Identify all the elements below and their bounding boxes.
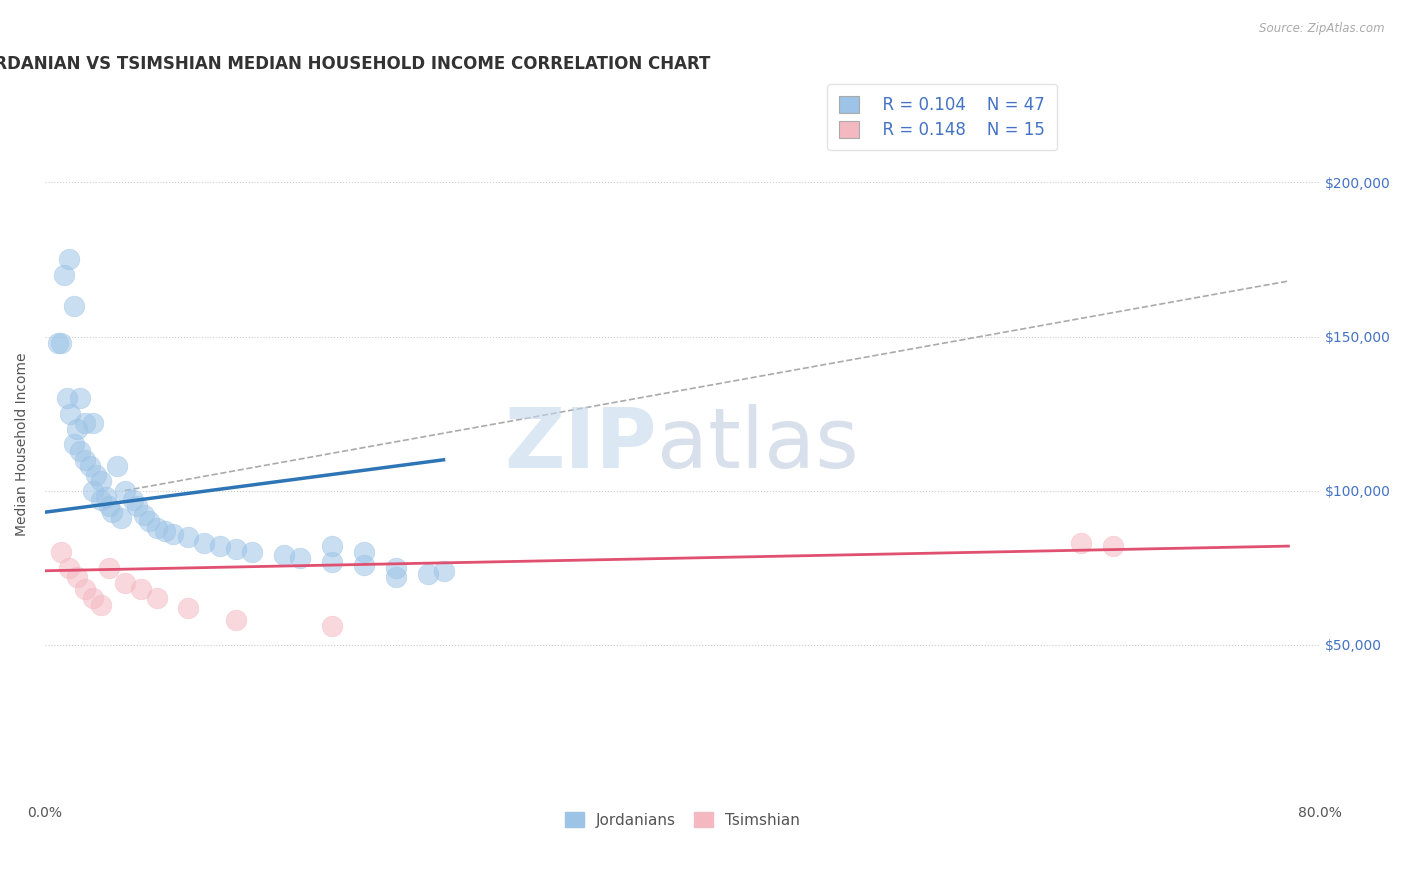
Point [49, 335, 72, 350]
Point [73, 582, 96, 597]
Point [110, 511, 132, 525]
Point [288, 551, 311, 566]
Point [121, 492, 143, 507]
Text: ZIP: ZIP [505, 404, 657, 485]
Point [138, 515, 160, 529]
Point [225, 542, 247, 557]
Point [62, 437, 84, 451]
Point [1102, 539, 1125, 553]
Point [177, 600, 200, 615]
Point [56, 391, 79, 405]
Point [177, 530, 200, 544]
Point [384, 560, 406, 574]
Point [49, 545, 72, 559]
Point [66, 422, 89, 436]
Point [353, 545, 375, 559]
Point [82, 483, 104, 498]
Point [105, 458, 128, 473]
Point [209, 539, 232, 553]
Point [97, 560, 120, 574]
Point [46, 335, 69, 350]
Point [145, 520, 167, 534]
Point [73, 452, 96, 467]
Text: atlas: atlas [657, 404, 859, 485]
Point [73, 416, 96, 430]
Point [193, 536, 215, 550]
Point [321, 555, 343, 569]
Point [84, 468, 107, 483]
Point [101, 505, 124, 519]
Point [353, 558, 375, 572]
Point [79, 458, 101, 473]
Point [416, 566, 439, 581]
Legend: Jordanians, Tsimshian: Jordanians, Tsimshian [560, 805, 806, 834]
Point [432, 564, 454, 578]
Point [132, 508, 155, 523]
Point [162, 526, 184, 541]
Point [58, 252, 80, 267]
Text: JORDANIAN VS TSIMSHIAN MEDIAN HOUSEHOLD INCOME CORRELATION CHART: JORDANIAN VS TSIMSHIAN MEDIAN HOUSEHOLD … [0, 55, 711, 73]
Point [90, 492, 112, 507]
Point [129, 582, 152, 597]
Point [114, 576, 136, 591]
Point [97, 499, 120, 513]
Point [82, 591, 104, 606]
Point [225, 613, 247, 627]
Point [153, 524, 176, 538]
Point [53, 268, 76, 282]
Point [69, 443, 91, 458]
Point [90, 475, 112, 489]
Point [59, 407, 82, 421]
Point [321, 619, 343, 633]
Text: Source: ZipAtlas.com: Source: ZipAtlas.com [1260, 22, 1385, 36]
Point [90, 598, 112, 612]
Point [145, 591, 167, 606]
Point [66, 570, 89, 584]
Point [1070, 536, 1092, 550]
Point [127, 499, 149, 513]
Point [384, 570, 406, 584]
Point [82, 416, 104, 430]
Y-axis label: Median Household Income: Median Household Income [15, 352, 30, 536]
Point [114, 483, 136, 498]
Point [273, 549, 295, 563]
Point [321, 539, 343, 553]
Point [69, 391, 91, 405]
Point [62, 299, 84, 313]
Point [240, 545, 263, 559]
Point [94, 490, 117, 504]
Point [58, 560, 80, 574]
